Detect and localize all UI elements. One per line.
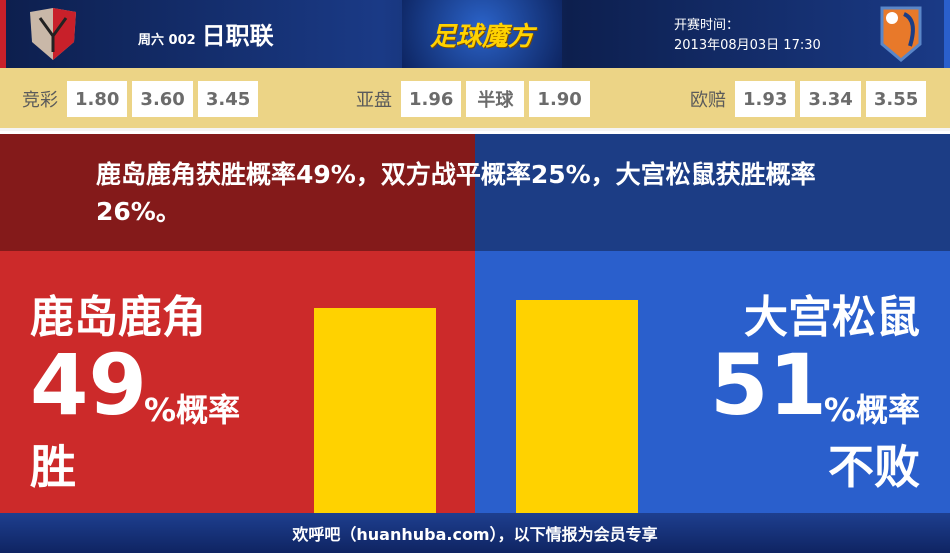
kickoff-label: 开赛时间： bbox=[674, 18, 740, 33]
away-result: 不败 bbox=[828, 440, 920, 494]
header: 周六 002 日职联 足球魔方 开赛时间： 2013年08月03日 17:30 bbox=[0, 0, 950, 68]
jingcai-label: 竞彩 bbox=[22, 90, 58, 111]
odds-value: 1.96 bbox=[401, 81, 462, 117]
home-result: 胜 bbox=[30, 440, 76, 494]
home-percent: 49 bbox=[30, 336, 147, 434]
away-team-name: 大宫松鼠 bbox=[744, 292, 920, 343]
away-percent-unit: %概率 bbox=[823, 391, 920, 429]
prediction-summary: 鹿岛鹿角获胜概率49%，双方战平概率25%，大宫松鼠获胜概率26%。 bbox=[96, 160, 816, 226]
league-name: 日职联 bbox=[201, 22, 274, 50]
oupei-label: 欧赔 bbox=[690, 90, 726, 111]
footer-banner[interactable]: 欢呼吧（huanhuba.com），以下情报为会员专享 bbox=[0, 513, 950, 553]
yapan-label: 亚盘 bbox=[356, 90, 392, 111]
jingcai-odds: 竞彩 1.80 3.60 3.45 bbox=[22, 81, 259, 117]
away-probability-bar bbox=[516, 299, 638, 513]
odds-value: 1.93 bbox=[735, 81, 796, 117]
summary-bg-home bbox=[0, 134, 475, 251]
odds-value: 半球 bbox=[466, 81, 525, 117]
odds-value: 3.45 bbox=[197, 81, 259, 117]
away-percent: 51 bbox=[710, 336, 827, 434]
home-probability-bar bbox=[314, 308, 436, 513]
brand-logo: 足球魔方 bbox=[402, 0, 562, 68]
odds-value: 3.34 bbox=[800, 81, 861, 117]
odds-value: 1.90 bbox=[529, 81, 590, 117]
away-team-logo bbox=[880, 6, 922, 62]
match-week: 周六 002 bbox=[138, 33, 196, 48]
odds-value: 3.60 bbox=[132, 81, 193, 117]
home-team-logo bbox=[30, 8, 76, 60]
yapan-odds: 亚盘 1.96 半球 1.90 bbox=[356, 81, 590, 117]
home-percent-unit: %概率 bbox=[144, 391, 241, 429]
odds-value: 1.80 bbox=[67, 81, 128, 117]
summary-bg-away bbox=[475, 134, 950, 251]
oupei-odds: 欧赔 1.93 3.34 3.55 bbox=[690, 81, 927, 117]
kickoff-value: 2013年08月03日 17:30 bbox=[674, 38, 821, 53]
kickoff-time: 开赛时间： 2013年08月03日 17:30 bbox=[674, 16, 821, 56]
odds-bar: 竞彩 1.80 3.60 3.45 亚盘 1.96 半球 1.90 欧赔 1.9… bbox=[0, 68, 950, 131]
odds-value: 3.55 bbox=[865, 81, 927, 117]
home-team-name: 鹿岛鹿角 bbox=[30, 292, 206, 343]
